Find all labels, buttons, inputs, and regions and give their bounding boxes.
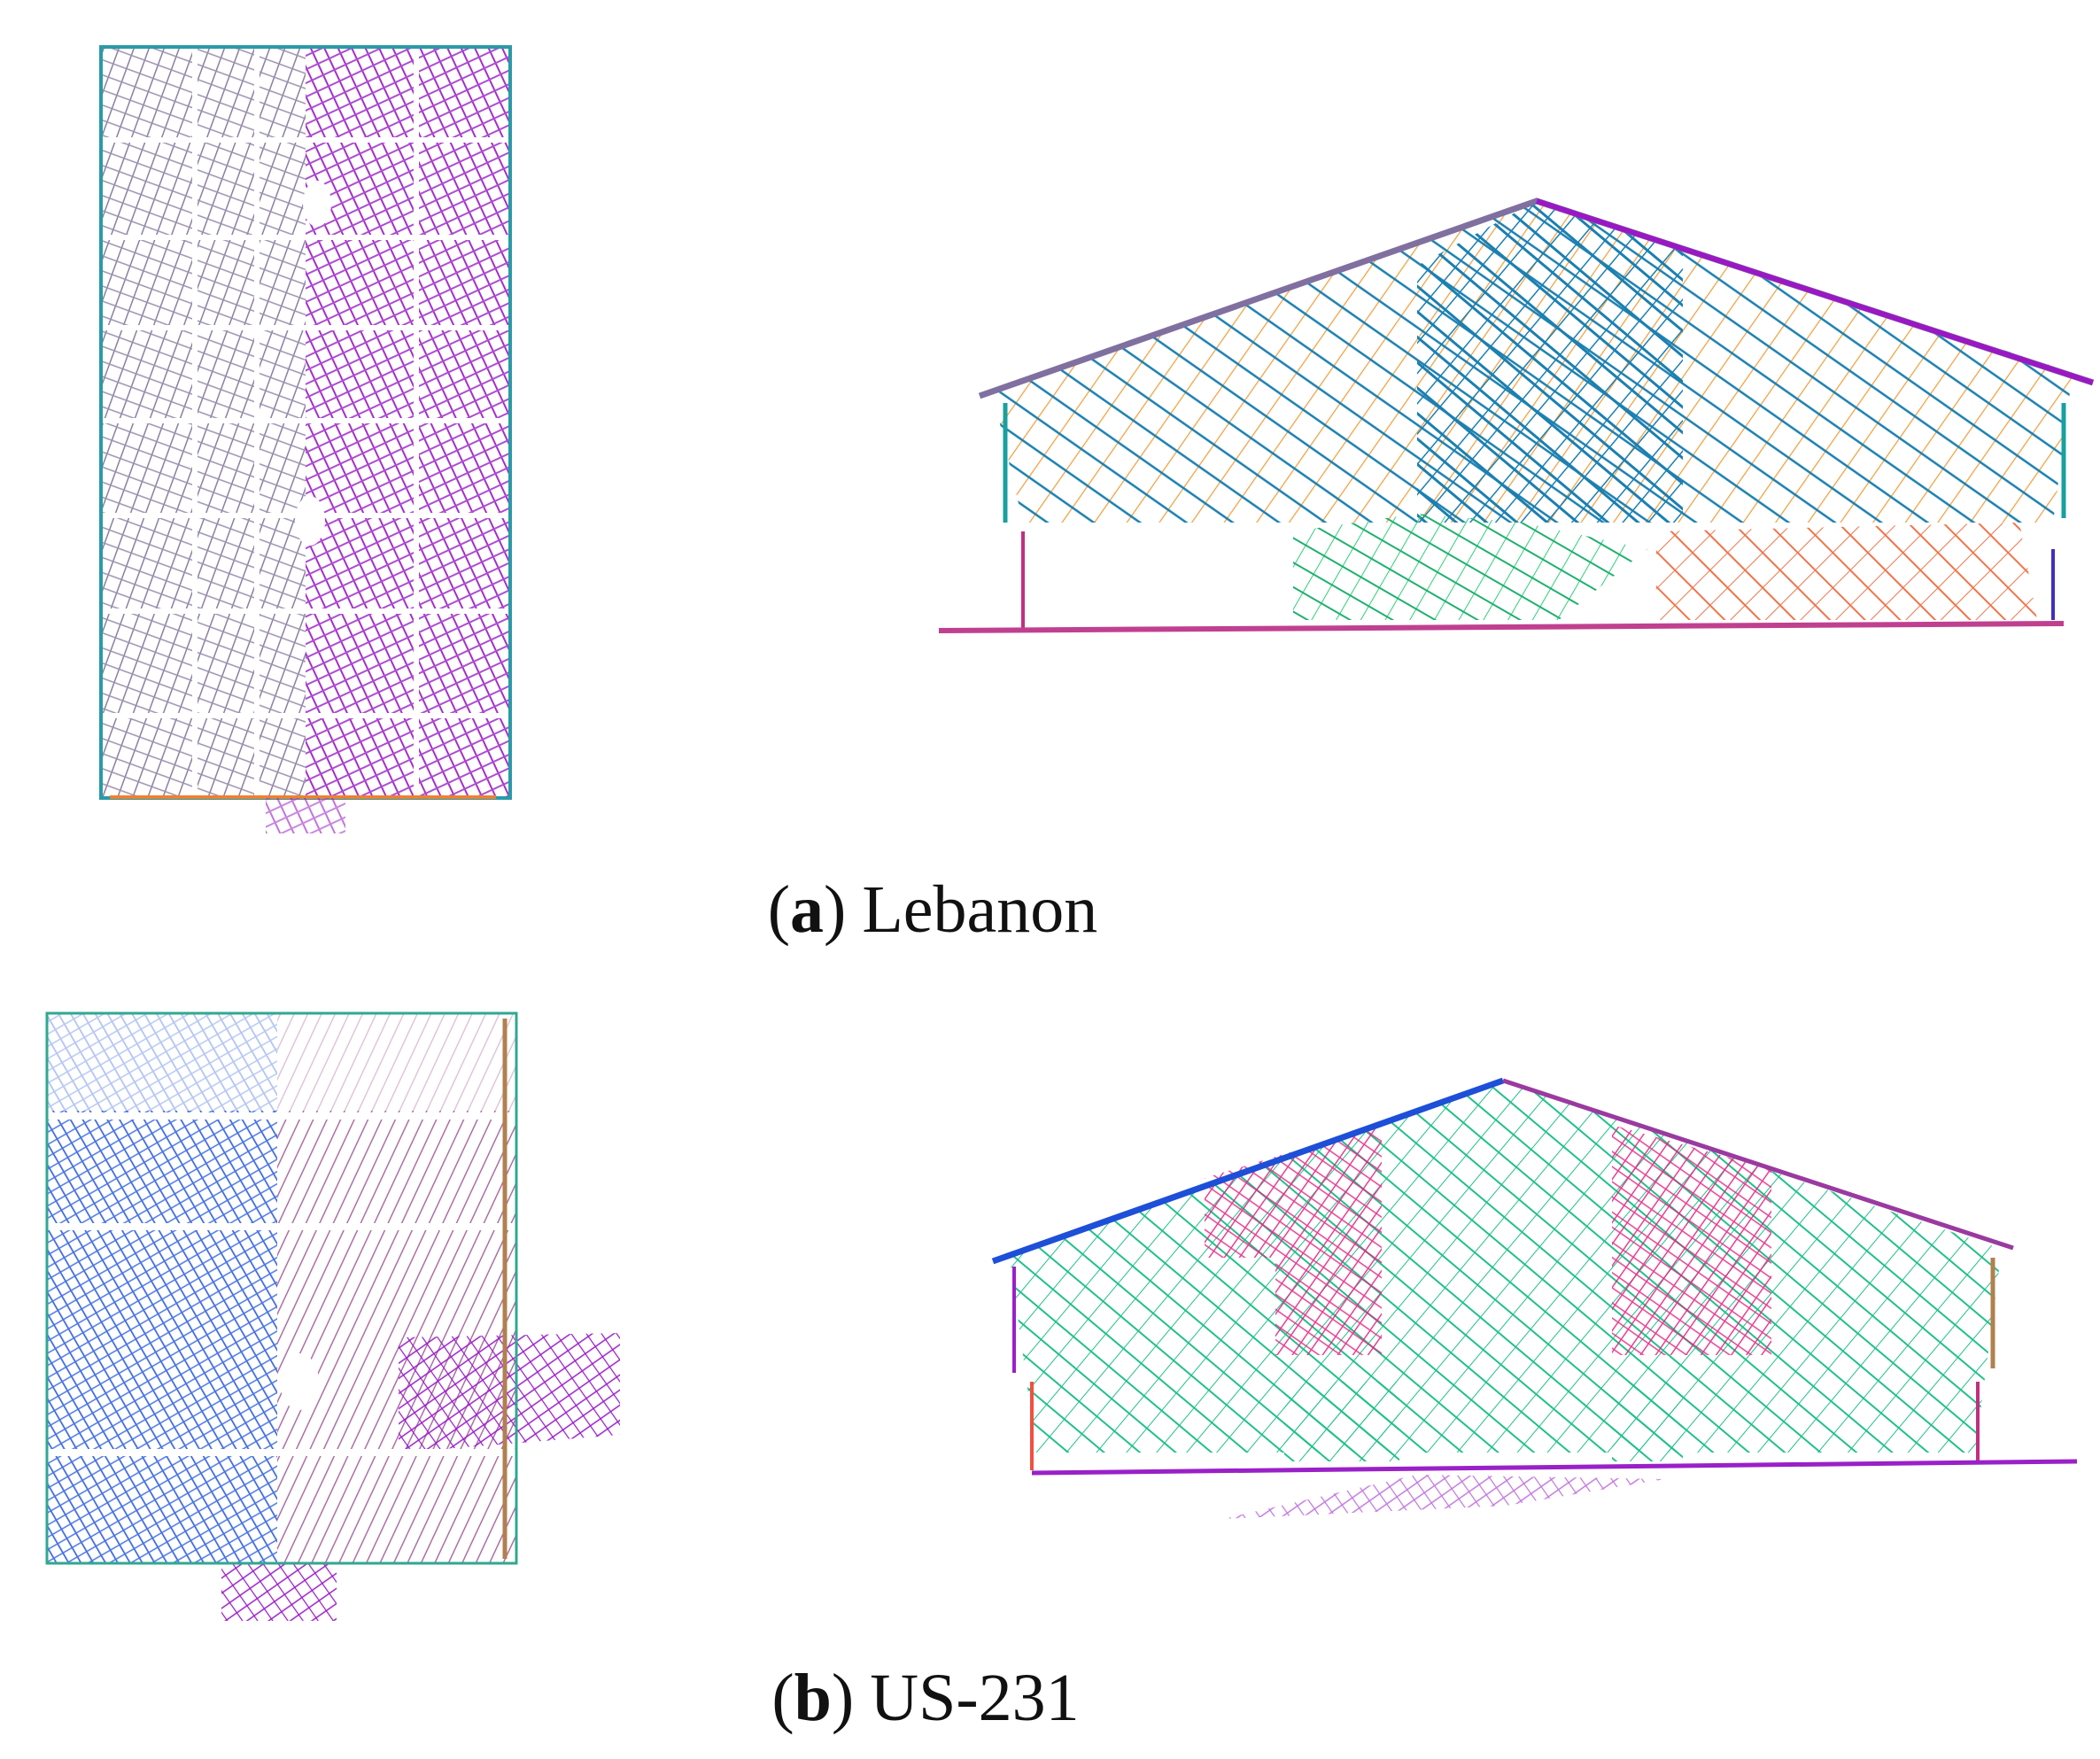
caption-open: ( bbox=[768, 872, 790, 947]
caption-close: ) bbox=[824, 872, 846, 947]
lebanon-front-view bbox=[938, 198, 2095, 633]
caption-text: Lebanon bbox=[862, 872, 1097, 947]
caption-text: US-231 bbox=[870, 1661, 1079, 1735]
caption-label: a bbox=[790, 872, 824, 947]
caption-open: ( bbox=[771, 1661, 794, 1735]
caption-b: (b) US-231 bbox=[771, 1661, 1079, 1735]
caption-a: (a) Lebanon bbox=[768, 872, 1098, 947]
us231-front-view bbox=[991, 1077, 2078, 1519]
lebanon-top-view bbox=[99, 45, 512, 833]
us231-top-view bbox=[45, 1011, 620, 1621]
caption-close: ) bbox=[832, 1661, 854, 1735]
caption-label: b bbox=[794, 1661, 832, 1735]
